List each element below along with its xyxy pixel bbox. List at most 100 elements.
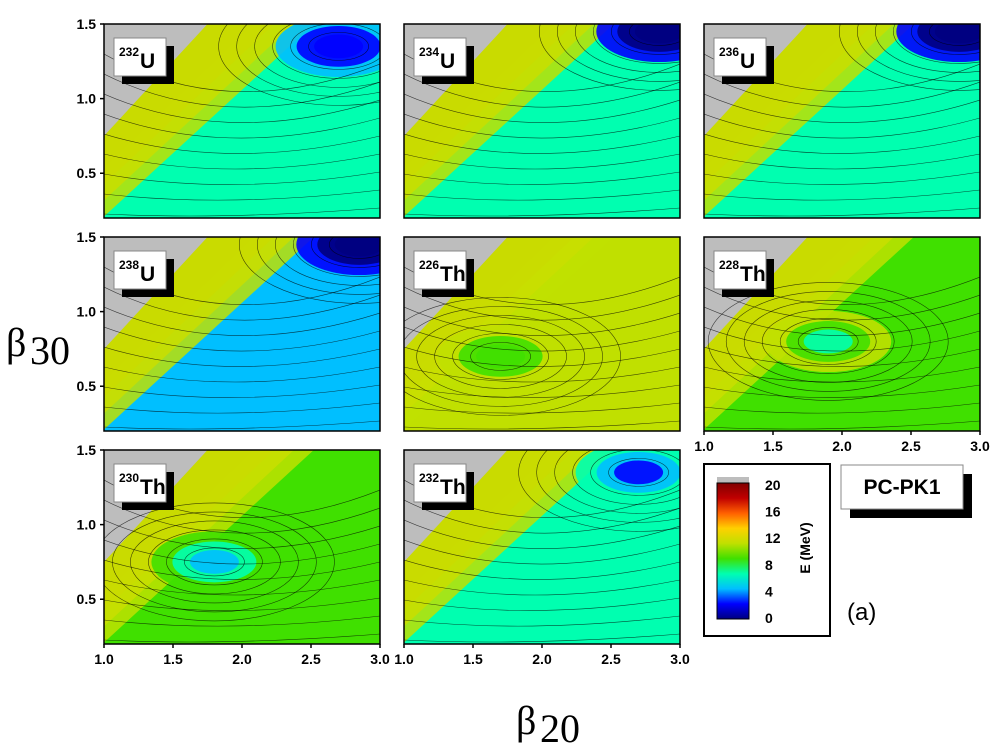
nucleus-mass-number: 230: [119, 471, 139, 485]
contour-line: [104, 633, 380, 643]
model-label: PC-PK1: [863, 476, 940, 499]
x-tick-label: 2.5: [601, 651, 621, 667]
y-tick-label: 1.5: [77, 229, 97, 245]
y-tick-label: 0.5: [77, 591, 97, 607]
contour-line: [404, 519, 680, 549]
contour-line: [104, 306, 380, 336]
colorbar-tick-label: 0: [765, 610, 773, 626]
contour-line: [404, 171, 680, 185]
contour-line: [404, 384, 680, 398]
contour-line: [404, 420, 680, 430]
nucleus-label-frame: [713, 250, 767, 290]
contour-line: [704, 207, 980, 217]
x-tick-label: 1.5: [763, 438, 783, 454]
contour-line: [704, 306, 980, 336]
contour-line: [148, 529, 281, 595]
y-tick-label: 1.5: [77, 16, 97, 32]
contour-line: [416, 315, 585, 398]
contour-line: [404, 286, 680, 321]
contour-line: [254, 24, 380, 88]
contour-line: [404, 113, 680, 139]
nucleus-label-frame: [413, 250, 467, 290]
contour-line: [779, 318, 877, 365]
panel-tag: (a): [847, 599, 876, 626]
contour-line: [104, 326, 380, 352]
contour-line: [611, 24, 680, 55]
x-tick-label: 3.0: [370, 651, 390, 667]
contour-line: [404, 559, 680, 580]
nucleus-element-symbol: U: [140, 263, 155, 286]
contour-line: [434, 324, 567, 389]
contour-line: [104, 402, 380, 414]
nucleus-label-frame: [113, 37, 167, 77]
nucleus-mass-number: 228: [719, 258, 739, 272]
panel-frame: [103, 23, 381, 219]
nucleus-element-symbol: Th: [740, 263, 766, 286]
contour-line: [557, 24, 680, 82]
nucleus-element-symbol: Th: [440, 476, 466, 499]
contour-line: [293, 237, 380, 277]
contour-line: [725, 291, 931, 392]
colorbar-gradient: [716, 482, 750, 620]
nucleus-label-frame: [413, 463, 467, 503]
contour-line: [404, 297, 621, 416]
contour-line: [404, 499, 680, 534]
contour-line: [911, 24, 980, 55]
contour-line: [112, 511, 317, 613]
contour-line: [104, 286, 380, 321]
contour-line: [404, 633, 680, 643]
contour-line: [104, 346, 380, 367]
contour-line: [166, 538, 263, 586]
contour-line: [704, 346, 980, 367]
contour-line: [104, 171, 380, 185]
contour-line: [311, 237, 380, 268]
nucleus-mass-number: 234: [419, 45, 439, 59]
contour-line: [704, 286, 980, 321]
contour-line: [857, 24, 980, 82]
nucleus-mass-number: 238: [119, 258, 139, 272]
nucleus-label-frame: [113, 250, 167, 290]
contour-line: [104, 133, 380, 154]
contour-line: [875, 24, 980, 73]
contour-line: [239, 237, 380, 304]
contour-line: [404, 597, 680, 611]
pes-panel-238U: 0.5 1.0 1.5 238 U: [77, 229, 381, 432]
contour-line: [184, 547, 245, 577]
energy-minimum-well: [334, 237, 380, 257]
contour-line: [329, 237, 380, 259]
contour-line: [104, 499, 380, 534]
contour-line: [104, 502, 335, 622]
x-tick-label: 1.5: [463, 651, 483, 667]
contour-line: [518, 450, 680, 532]
contour-line: [470, 342, 531, 371]
x-tick-label: 2.5: [901, 438, 921, 454]
contour-line: [452, 333, 549, 380]
contour-line: [404, 153, 680, 170]
nucleus-label-frame: [113, 463, 167, 503]
model-label-frame: [840, 464, 964, 510]
x-tick-label: 2.0: [532, 651, 552, 667]
contour-line: [590, 450, 680, 496]
contour-line: [104, 153, 380, 170]
contour-line: [704, 113, 980, 139]
nucleus-element-symbol: Th: [440, 263, 466, 286]
contour-line: [404, 189, 680, 201]
contour-line: [404, 93, 680, 123]
contour-line: [404, 133, 680, 154]
energy-minimum-well: [634, 24, 680, 44]
contour-line: [104, 519, 380, 549]
contour-line: [404, 366, 680, 383]
y-axis-label-sub: 30: [30, 328, 70, 373]
y-tick-label: 1.5: [77, 442, 97, 458]
x-axis-label-base: β: [516, 698, 536, 743]
x-axis-label: β 20: [516, 698, 580, 747]
contour-line: [130, 520, 299, 604]
contour-line: [104, 113, 380, 139]
y-axis-label-base: β: [6, 320, 26, 365]
y-tick-label: 1.0: [77, 517, 97, 533]
contour-line: [839, 24, 980, 91]
contour-line: [704, 133, 980, 154]
pes-panel-232U: 0.5 1.0 1.5 232 U: [77, 16, 381, 219]
colorbar-tick-label: 4: [765, 583, 773, 599]
